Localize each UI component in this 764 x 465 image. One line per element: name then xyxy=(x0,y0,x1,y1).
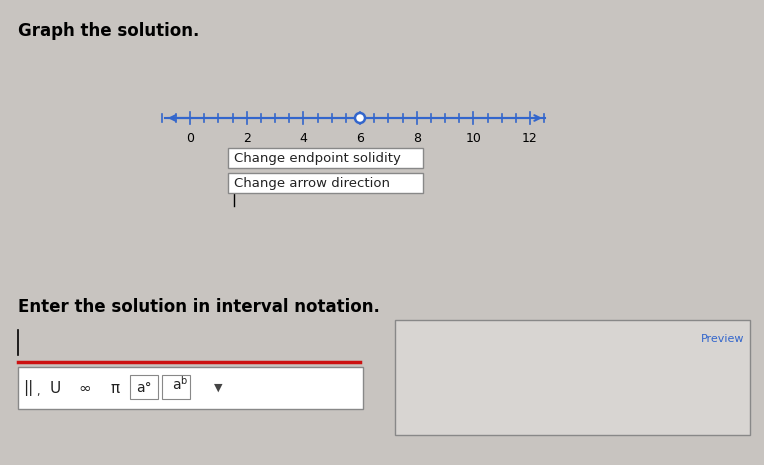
Text: Change arrow direction: Change arrow direction xyxy=(234,177,390,190)
Text: 6: 6 xyxy=(356,132,364,145)
Text: 0: 0 xyxy=(186,132,194,145)
Text: ▼: ▼ xyxy=(214,383,222,393)
Text: Enter the solution in interval notation.: Enter the solution in interval notation. xyxy=(18,298,380,316)
Text: a°: a° xyxy=(136,381,152,395)
FancyBboxPatch shape xyxy=(395,320,750,435)
Text: 8: 8 xyxy=(413,132,421,145)
Text: Graph the solution.: Graph the solution. xyxy=(18,22,199,40)
Text: 12: 12 xyxy=(522,132,538,145)
Text: ,: , xyxy=(36,387,40,397)
Text: 10: 10 xyxy=(465,132,481,145)
Text: π: π xyxy=(111,380,119,396)
Text: ||: || xyxy=(23,380,33,396)
Text: Change endpoint solidity: Change endpoint solidity xyxy=(234,152,401,165)
FancyBboxPatch shape xyxy=(18,367,363,409)
Text: a: a xyxy=(172,378,180,392)
Text: b: b xyxy=(180,376,186,386)
FancyBboxPatch shape xyxy=(130,375,158,399)
Text: 2: 2 xyxy=(243,132,251,145)
Text: U: U xyxy=(50,380,60,396)
Text: Preview: Preview xyxy=(701,334,744,344)
FancyBboxPatch shape xyxy=(228,173,423,193)
Circle shape xyxy=(355,113,365,123)
FancyBboxPatch shape xyxy=(228,148,423,168)
Text: ∞: ∞ xyxy=(79,380,92,396)
FancyBboxPatch shape xyxy=(162,375,190,399)
Text: 4: 4 xyxy=(299,132,307,145)
